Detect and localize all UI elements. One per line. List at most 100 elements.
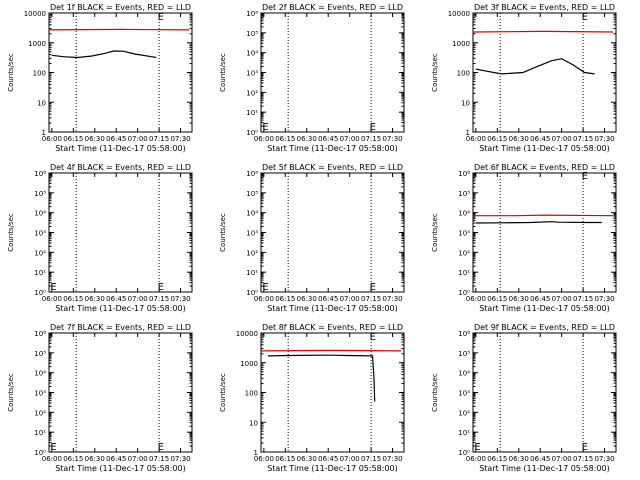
x-tick-label: 07:00: [340, 455, 360, 463]
x-tick-label: 06:15: [487, 135, 507, 143]
x-tick-label: 06:15: [63, 135, 83, 143]
plot-frame: [260, 12, 405, 133]
x-tick-label: 07:30: [170, 135, 190, 143]
y-tick-label: 10⁵: [246, 30, 258, 38]
y-tick-label: 10000: [24, 10, 46, 18]
y-tick-label: 10⁵: [458, 190, 470, 198]
x-axis-title: Start Time (11-Dec-17 05:58:00): [55, 464, 186, 473]
x-tick-label: 07:15: [361, 455, 381, 463]
x-axis-title: Start Time (11-Dec-17 05:58:00): [267, 464, 398, 473]
x-tick-label: 06:15: [487, 455, 507, 463]
x-tick-label: 07:15: [573, 455, 593, 463]
plot-frame: [472, 172, 617, 293]
x-tick-label: 07:00: [552, 455, 572, 463]
x-axis-title: Start Time (11-Dec-17 05:58:00): [479, 464, 610, 473]
panel-title: Det 7f BLACK = Events, RED = LLD: [50, 323, 191, 332]
y-tick-label: 10¹: [246, 269, 258, 277]
y-tick-label: 100: [457, 70, 470, 78]
x-tick-label: 06:15: [63, 295, 83, 303]
y-tick-label: 10¹: [458, 429, 470, 437]
x-tick-label: 07:00: [340, 135, 360, 143]
x-tick-label: 06:30: [85, 135, 105, 143]
x-tick-label: 06:45: [318, 135, 338, 143]
lld-series-line: [260, 349, 402, 352]
x-tick-label: 07:15: [149, 135, 169, 143]
x-tick-label: 07:30: [382, 455, 402, 463]
x-tick-label: 06:45: [106, 455, 126, 463]
x-axis-title: Start Time (11-Dec-17 05:58:00): [267, 144, 398, 153]
panel-title: Det 1f BLACK = Events, RED = LLD: [50, 3, 191, 12]
x-tick-label: 06:00: [254, 455, 274, 463]
x-tick-label: 07:30: [382, 135, 402, 143]
x-axis-title: Start Time (11-Dec-17 05:58:00): [55, 304, 186, 313]
y-axis-title: Counts/sec: [7, 213, 15, 252]
plot-frame: [472, 332, 617, 453]
x-tick-label: 07:30: [594, 295, 614, 303]
y-tick-label: 10¹: [34, 429, 46, 437]
x-axis-title: Start Time (11-Dec-17 05:58:00): [267, 304, 398, 313]
y-tick-label: 10⁴: [34, 370, 46, 378]
y-tick-label: 10⁵: [34, 350, 46, 358]
x-tick-label: 07:15: [149, 295, 169, 303]
events-series-line: [268, 354, 376, 402]
e-marker-label: E: [262, 122, 268, 133]
x-axis-title: Start Time (11-Dec-17 05:58:00): [55, 144, 186, 153]
x-tick-label: 06:30: [297, 455, 317, 463]
y-tick-label: 10: [37, 99, 46, 107]
y-axis-title: Counts/sec: [219, 53, 227, 92]
x-tick-label: 06:30: [509, 455, 529, 463]
y-tick-label: 10⁰: [246, 289, 258, 297]
y-tick-label: 10⁶: [246, 10, 258, 18]
x-tick-label: 06:30: [509, 135, 529, 143]
y-tick-label: 10⁵: [458, 350, 470, 358]
lld-series-line: [48, 28, 190, 31]
plot-frame: [48, 332, 193, 453]
y-tick-label: 100: [245, 390, 258, 398]
e-marker-label: E: [262, 282, 268, 293]
y-tick-label: 1: [254, 449, 258, 457]
y-tick-label: 10²: [34, 409, 46, 417]
panel-title: Det 8f BLACK = Events, RED = LLD: [262, 323, 403, 332]
y-tick-label: 10⁶: [246, 170, 258, 178]
x-tick-label: 07:30: [594, 455, 614, 463]
y-tick-label: 10⁰: [246, 129, 258, 137]
e-marker-label: E: [370, 122, 376, 133]
x-tick-label: 06:45: [106, 135, 126, 143]
y-tick-label: 10⁴: [458, 370, 470, 378]
y-axis-title: Counts/sec: [431, 53, 439, 92]
x-tick-label: 06:45: [530, 135, 550, 143]
x-tick-label: 07:00: [128, 135, 148, 143]
x-axis-title: Start Time (11-Dec-17 05:58:00): [479, 144, 610, 153]
y-axis-title: Counts/sec: [431, 213, 439, 252]
y-tick-label: 10³: [34, 390, 46, 398]
y-tick-label: 10²: [34, 249, 46, 257]
x-tick-label: 06:00: [42, 455, 62, 463]
y-tick-label: 10: [461, 99, 470, 107]
x-tick-label: 06:00: [254, 135, 274, 143]
panel-title: Det 6f BLACK = Events, RED = LLD: [474, 163, 615, 172]
plot-frame: [260, 172, 405, 293]
x-tick-label: 07:15: [361, 295, 381, 303]
panel-det-7: Det 7f BLACK = Events, RED = LLD 06:00 06:…: [7, 323, 193, 473]
x-tick-label: 07:15: [361, 135, 381, 143]
e-marker-label: E: [50, 282, 56, 293]
y-tick-label: 1: [466, 129, 470, 137]
lld-series-line: [472, 30, 614, 33]
y-tick-label: 10⁴: [34, 210, 46, 218]
y-tick-label: 10¹: [34, 269, 46, 277]
x-tick-label: 07:00: [340, 295, 360, 303]
y-tick-label: 10⁴: [246, 210, 258, 218]
x-tick-label: 07:30: [382, 295, 402, 303]
e-marker-label: E: [158, 442, 164, 453]
x-tick-label: 06:15: [487, 295, 507, 303]
e-marker-label: E: [158, 12, 164, 23]
y-tick-label: 10¹: [458, 269, 470, 277]
e-marker-label: E: [370, 282, 376, 293]
panel-title: Det 2f BLACK = Events, RED = LLD: [262, 3, 403, 12]
y-axis-title: Counts/sec: [219, 373, 227, 412]
events-series-line: [475, 58, 595, 75]
